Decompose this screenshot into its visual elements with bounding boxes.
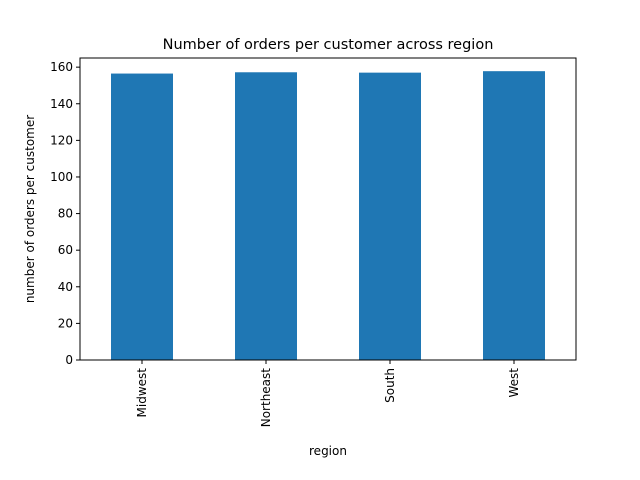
x-tick-label-south: South (383, 368, 397, 403)
x-axis-label: region (309, 444, 347, 458)
bar-northeast (235, 72, 297, 360)
x-axis: Midwest Northeast South West (135, 360, 521, 427)
y-tick-label: 40 (58, 280, 73, 294)
y-tick-label: 120 (50, 133, 73, 147)
x-tick-label-northeast: Northeast (259, 368, 273, 428)
bar-south (359, 72, 421, 360)
x-tick-label-west: West (507, 368, 521, 398)
y-axis-label: number of orders per customer (23, 115, 37, 303)
y-tick-label: 100 (50, 170, 73, 184)
y-tick-label: 60 (58, 243, 73, 257)
y-tick-label: 160 (50, 60, 73, 74)
y-tick-label: 20 (58, 316, 73, 330)
chart-title: Number of orders per customer across reg… (163, 37, 494, 53)
bar-midwest (111, 73, 173, 360)
y-tick-label: 140 (50, 97, 73, 111)
y-axis: 0 20 40 60 80 100 120 140 160 (50, 60, 80, 367)
y-tick-label: 80 (58, 207, 73, 221)
bars-group (111, 71, 545, 360)
plot-frame (79, 57, 577, 361)
x-tick-label-midwest: Midwest (135, 368, 149, 418)
y-tick-label: 0 (65, 353, 73, 367)
bar-west (483, 71, 545, 360)
